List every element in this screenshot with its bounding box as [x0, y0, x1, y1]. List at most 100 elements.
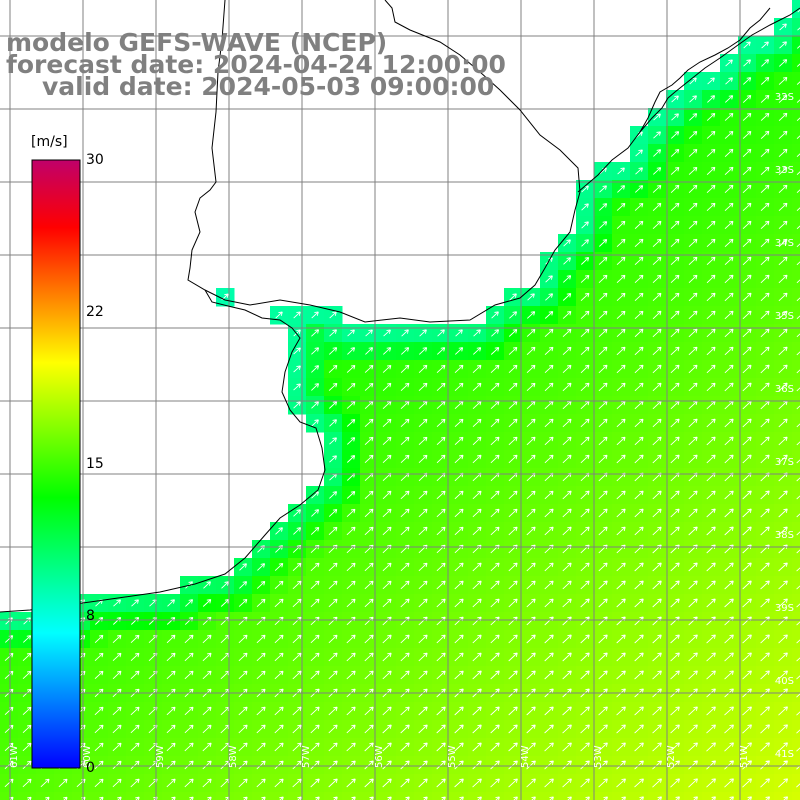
- wind-arrow: [634, 490, 644, 500]
- wind-arrow: [598, 706, 608, 716]
- wind-arrow: [653, 131, 661, 139]
- wind-arrow: [112, 724, 122, 734]
- wind-arrow: [436, 490, 446, 500]
- wind-arrow: [513, 796, 518, 800]
- wind-arrow: [238, 598, 248, 607]
- wind-speed-cell: [792, 756, 800, 775]
- forecast-date: forecast date: 2024-04-24 12:00:00: [6, 50, 506, 79]
- wind-arrow: [724, 418, 734, 428]
- wind-speed-cell: [792, 162, 800, 181]
- wind-arrow: [724, 202, 734, 212]
- wind-speed-cell: [162, 792, 181, 800]
- wind-arrow: [400, 580, 410, 590]
- wind-arrow: [724, 148, 734, 158]
- latitude-label: 35S: [775, 311, 794, 322]
- wind-arrow: [706, 724, 716, 734]
- wind-arrow: [760, 436, 770, 446]
- wind-arrow: [796, 153, 800, 158]
- wind-arrow: [310, 562, 320, 572]
- wind-arrow: [311, 401, 319, 409]
- wind-arrow: [544, 364, 554, 374]
- wind-arrow: [274, 706, 284, 716]
- wind-arrow: [329, 491, 338, 499]
- wind-arrow: [778, 166, 788, 176]
- wind-arrow: [400, 598, 410, 608]
- latitude-label: 32S: [775, 92, 794, 103]
- wind-arrow: [328, 724, 338, 734]
- wind-arrow: [418, 526, 428, 536]
- wind-arrow: [796, 333, 800, 338]
- wind-arrow: [706, 256, 716, 266]
- wind-arrow: [724, 562, 734, 572]
- wind-arrow: [796, 513, 800, 518]
- wind-arrow: [418, 347, 428, 355]
- latitude-label: 41S: [775, 749, 794, 760]
- wind-arrow: [22, 635, 32, 643]
- wind-speed-cell: [792, 612, 800, 631]
- wind-arrow: [544, 436, 554, 446]
- wind-arrow: [238, 652, 248, 662]
- wind-arrow: [670, 526, 680, 536]
- wind-arrow: [400, 670, 410, 680]
- wind-arrow: [742, 652, 752, 662]
- wind-arrow: [400, 724, 410, 734]
- wind-arrow: [796, 693, 800, 698]
- wind-arrow: [634, 670, 644, 680]
- wind-arrow: [706, 202, 716, 212]
- wind-arrow: [563, 239, 571, 247]
- wind-arrow: [760, 634, 770, 644]
- wind-arrow: [778, 418, 788, 428]
- wind-arrow: [652, 310, 662, 320]
- wind-arrow: [760, 292, 770, 302]
- wind-arrow: [526, 454, 536, 464]
- wind-arrow: [346, 382, 356, 391]
- wind-arrow: [760, 166, 770, 176]
- wind-arrow: [257, 563, 266, 571]
- wind-arrow: [580, 670, 590, 680]
- wind-arrow: [472, 526, 482, 536]
- wind-arrow: [652, 454, 662, 464]
- wind-arrow: [364, 724, 374, 734]
- wind-speed-cell: [792, 522, 800, 541]
- wind-arrow: [796, 81, 800, 85]
- wind-arrow: [382, 454, 392, 464]
- wind-arrow: [490, 598, 500, 608]
- wind-arrow: [706, 634, 716, 644]
- wind-arrow: [743, 41, 751, 49]
- wind-arrow: [472, 706, 482, 716]
- wind-arrow: [166, 634, 176, 644]
- wind-arrow: [364, 418, 374, 428]
- wind-arrow: [779, 23, 787, 31]
- wind-arrow: [688, 310, 698, 320]
- latitude-label: 33S: [775, 165, 794, 176]
- wind-arrow: [346, 670, 356, 680]
- wind-arrow: [616, 202, 626, 211]
- wind-arrow: [711, 796, 716, 800]
- wind-arrow: [328, 508, 338, 517]
- wind-arrow: [472, 724, 482, 734]
- wind-arrow: [670, 292, 680, 302]
- wind-arrow: [401, 329, 409, 337]
- wind-arrow: [598, 418, 608, 428]
- longitude-label: 51W: [739, 745, 750, 768]
- wind-arrow: [27, 796, 32, 800]
- wind-arrow: [581, 221, 589, 229]
- wind-arrow: [724, 184, 734, 194]
- wind-arrow: [634, 580, 644, 590]
- wind-arrow: [616, 562, 626, 572]
- wind-arrow: [724, 652, 734, 662]
- wind-arrow: [724, 634, 734, 644]
- wind-arrow: [184, 634, 194, 644]
- wind-arrow: [382, 778, 392, 788]
- wind-arrow: [562, 742, 572, 752]
- wind-arrow: [328, 562, 338, 572]
- wind-arrow: [508, 508, 518, 518]
- wind-arrow: [670, 652, 680, 662]
- wind-speed-cell: [414, 792, 433, 800]
- wind-arrow: [292, 778, 302, 788]
- wind-arrow: [688, 130, 698, 139]
- wind-arrow: [346, 760, 356, 770]
- wind-arrow: [441, 796, 446, 800]
- wind-arrow: [742, 742, 752, 752]
